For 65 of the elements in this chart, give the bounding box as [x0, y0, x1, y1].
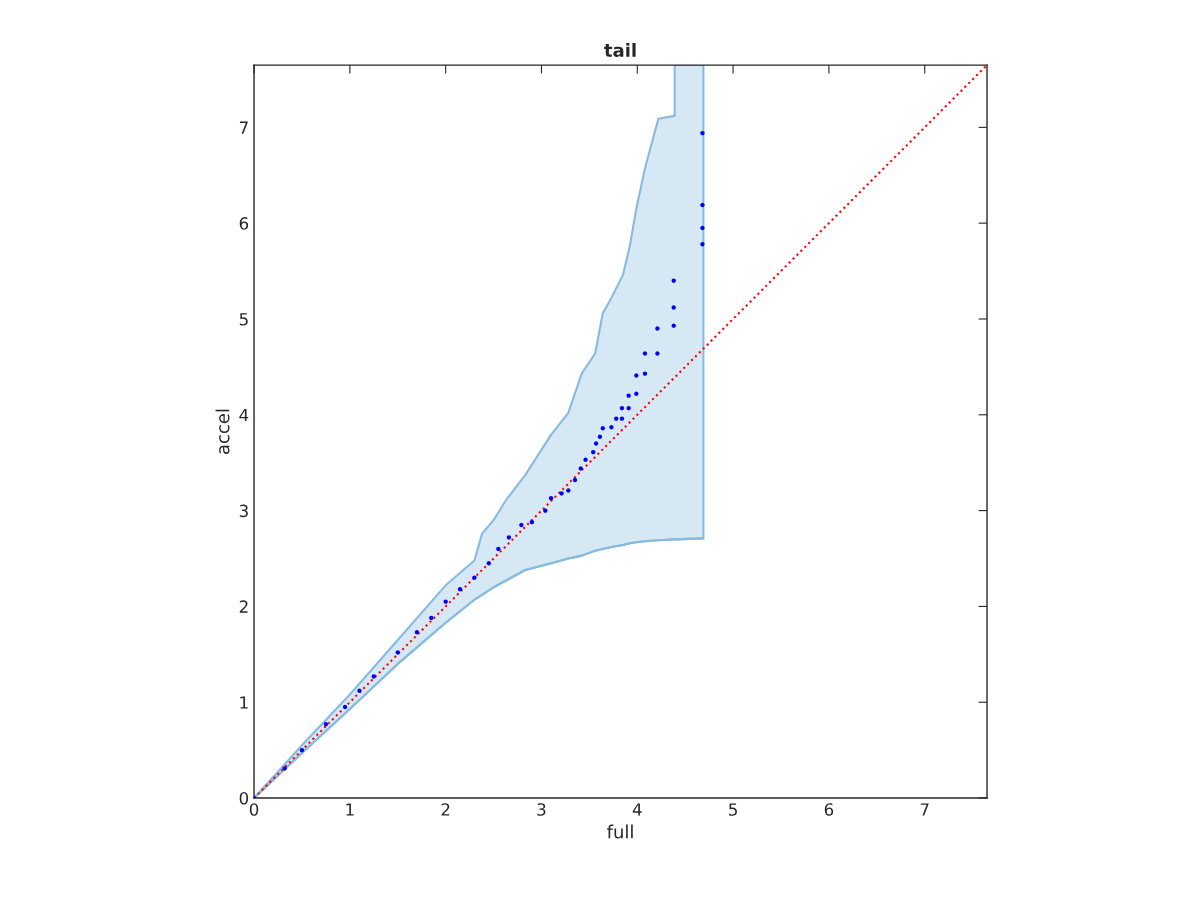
- point: [626, 393, 631, 398]
- x-tick-label: 4: [632, 803, 642, 816]
- point: [254, 795, 257, 799]
- point: [642, 371, 648, 376]
- x-tick-label: 5: [729, 803, 737, 816]
- point: [700, 202, 705, 208]
- point: [583, 457, 588, 463]
- point: [671, 278, 676, 283]
- point: [572, 477, 578, 483]
- y-tick-label: 1: [240, 696, 248, 709]
- point: [323, 722, 329, 727]
- point: [634, 373, 639, 378]
- point: [443, 599, 448, 604]
- point: [548, 495, 554, 501]
- y-tick-label: 7: [239, 121, 248, 134]
- point: [700, 242, 705, 247]
- line-series: [254, 537, 705, 799]
- point: [559, 491, 564, 496]
- point: [700, 225, 705, 231]
- y-tick-label: 2: [239, 600, 248, 613]
- point: [566, 488, 571, 493]
- point: [371, 674, 376, 679]
- x-tick-label: 3: [537, 803, 546, 816]
- point: [655, 326, 660, 331]
- point: [626, 405, 631, 411]
- point: [619, 416, 625, 421]
- point: [486, 561, 491, 566]
- point: [429, 615, 434, 621]
- point: [472, 575, 477, 580]
- point: [299, 747, 305, 753]
- x-tick-label: 2: [441, 803, 450, 816]
- point: [496, 546, 501, 552]
- point: [591, 449, 596, 455]
- point: [619, 405, 625, 411]
- point: [414, 630, 420, 635]
- point: [457, 586, 463, 592]
- point: [597, 434, 603, 440]
- point: [609, 425, 614, 430]
- x-axis-title: full: [607, 824, 633, 839]
- point: [342, 704, 348, 710]
- point: [671, 305, 676, 310]
- point: [395, 650, 400, 655]
- point: [700, 130, 705, 136]
- point: [593, 441, 599, 446]
- point: [506, 535, 512, 540]
- y-axis-title: accel: [215, 409, 230, 454]
- y-tick-label: 0: [239, 791, 249, 805]
- y-tick-label: 5: [239, 313, 248, 326]
- point: [529, 519, 535, 525]
- y-tick-label: 3: [239, 504, 248, 518]
- point: [357, 688, 362, 693]
- point: [642, 351, 648, 356]
- point: [600, 426, 605, 431]
- point: [578, 466, 583, 471]
- point: [519, 522, 524, 528]
- point: [543, 508, 548, 513]
- chart-title: tail: [604, 43, 636, 57]
- point: [655, 351, 660, 356]
- point: [614, 416, 619, 421]
- x-tick-label: 6: [824, 803, 834, 816]
- x-tick-label: 0: [249, 803, 259, 816]
- y-tick-label: 6: [239, 217, 249, 230]
- y-tick-label: 4: [239, 408, 249, 422]
- x-tick-label: 7: [920, 803, 929, 816]
- x-tick-label: 1: [346, 803, 354, 816]
